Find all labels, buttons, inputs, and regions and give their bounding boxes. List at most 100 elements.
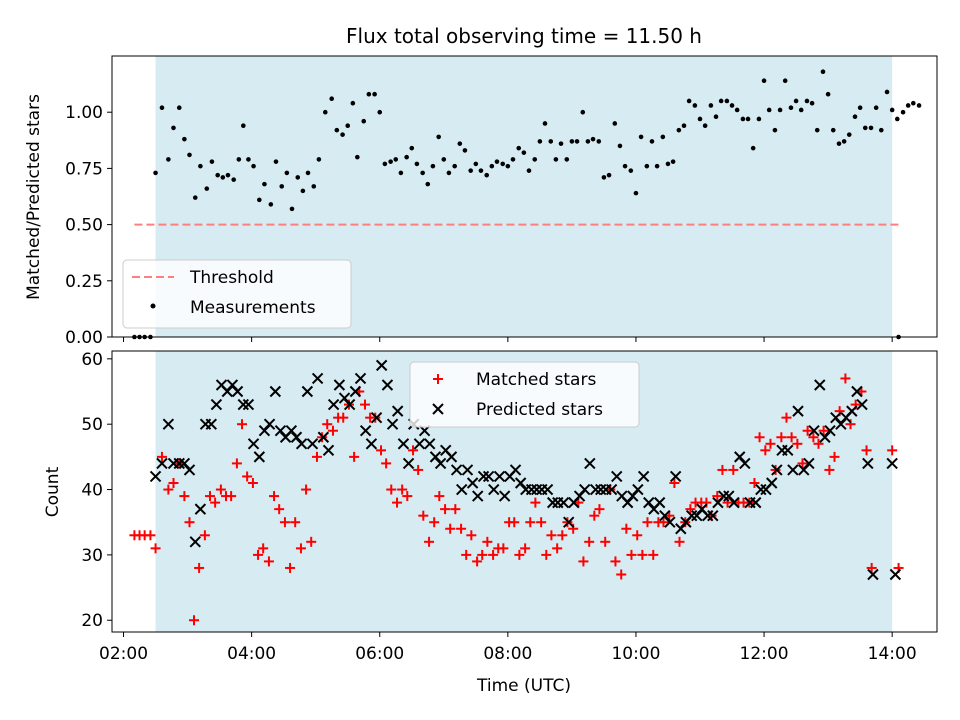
measurement-point	[215, 172, 220, 178]
measurement-point	[414, 161, 420, 167]
ratio-y-axis-label: Matched/Predicted stars	[24, 94, 44, 300]
measurement-point	[209, 159, 215, 164]
predicted-star-point	[317, 431, 330, 443]
predicted-star-point	[493, 470, 506, 483]
measurement-point	[580, 109, 586, 115]
predicted-star-point	[413, 438, 426, 450]
measurement-point	[825, 91, 831, 97]
predicted-star-point	[589, 483, 602, 496]
measurement-point	[702, 123, 708, 128]
matched-star-point	[418, 510, 429, 521]
predicted-star-point	[579, 483, 591, 496]
measurement-point	[500, 161, 506, 167]
count-plot-frame	[111, 350, 938, 633]
measurement-point	[441, 157, 447, 162]
matched-star-point	[813, 438, 824, 449]
measurement-point	[873, 105, 879, 111]
predicted-star-point	[824, 425, 836, 437]
measurement-point	[192, 195, 198, 200]
predicted-star-point	[156, 457, 168, 470]
measurement-point	[262, 181, 267, 187]
measurement-point	[510, 157, 516, 162]
matched-star-point	[168, 478, 179, 489]
predicted-star-point	[782, 444, 794, 457]
predicted-star-point	[632, 483, 644, 496]
measurement-point	[366, 91, 372, 97]
threshold-legend-label: Threshold	[189, 268, 274, 288]
measurement-point	[729, 103, 735, 108]
matched-star-point	[163, 484, 174, 495]
measurement-point	[750, 145, 756, 151]
measurement-point	[521, 150, 527, 155]
matched-star-point	[215, 484, 226, 495]
measurement-point	[345, 123, 351, 128]
y-tick-label: 40	[81, 481, 103, 501]
matched-star-point	[669, 478, 680, 489]
predicted-star-point	[611, 470, 623, 483]
matched-star-point	[802, 425, 813, 436]
measurement-point	[398, 170, 404, 176]
matched-star-point	[754, 432, 765, 443]
measurement-point	[756, 116, 762, 122]
measurement-point	[814, 127, 820, 133]
measurement-point	[300, 188, 306, 194]
predicted-star-point	[423, 438, 436, 450]
matched-star-point	[205, 491, 216, 502]
measurement-point	[420, 170, 425, 176]
matched-star-point	[360, 399, 371, 410]
measurement-point	[171, 125, 176, 131]
measurement-point	[153, 170, 158, 176]
predicted-star-point	[717, 490, 730, 502]
predicted-star-point	[595, 483, 607, 496]
matched-star-point	[456, 523, 467, 534]
predicted-star-point	[498, 490, 511, 502]
predicted-star-point	[771, 464, 783, 476]
measurement-point	[777, 107, 783, 113]
measurement-point	[334, 127, 340, 133]
matched-star-point	[632, 530, 643, 541]
measurement-point	[670, 159, 676, 164]
matched-star-point	[199, 530, 210, 541]
measurement-point	[494, 159, 500, 164]
measurement-point	[558, 141, 564, 146]
matched-star-point	[584, 536, 595, 547]
matched-star-point	[840, 373, 851, 384]
measurement-point	[553, 157, 559, 162]
matched-star-point	[589, 510, 600, 521]
predicted-star-point	[210, 398, 223, 411]
matched-star-point	[194, 562, 205, 573]
measurement-point	[452, 163, 457, 169]
measurement-point	[340, 132, 345, 137]
measurement-point	[526, 168, 532, 173]
measurement-point	[257, 197, 262, 203]
predicted-star-point	[803, 457, 815, 470]
predicted-star-point	[808, 425, 820, 437]
matched-star-point	[818, 425, 829, 436]
predicted-star-point	[482, 470, 495, 483]
x-tick-label: 06:00	[355, 644, 404, 664]
matched-star-point	[712, 491, 723, 502]
matched-star-point	[429, 517, 440, 528]
measurement-point	[382, 161, 388, 167]
measurement-point	[665, 161, 671, 167]
measurement-point	[478, 168, 484, 173]
predicted-star-point	[311, 372, 324, 385]
matched-star-point	[578, 556, 589, 567]
predicted-star-point	[173, 457, 185, 470]
predicted-star-point	[381, 379, 394, 391]
predicted-star-point	[889, 568, 902, 581]
predicted-star-point	[728, 496, 740, 509]
matched-star-point	[887, 445, 898, 456]
matched-star-point	[381, 458, 392, 469]
measurement-point	[830, 127, 836, 133]
matched-star-point	[610, 556, 621, 567]
measurement-point	[388, 159, 393, 164]
predicted-star-point	[205, 418, 217, 430]
predicted-star-point	[183, 464, 196, 476]
measurement-point	[268, 202, 274, 207]
ratio-plot-frame	[111, 55, 938, 338]
measurement-point	[745, 116, 751, 122]
predicted-star-point	[461, 464, 474, 476]
y-tick-label: 1.00	[65, 103, 103, 123]
